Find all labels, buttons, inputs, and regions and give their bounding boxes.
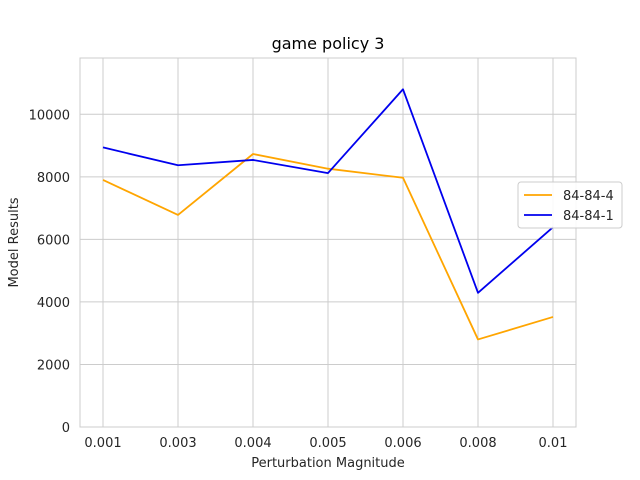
series-layer [102,88,554,341]
y-tick-label: 6000 [37,233,70,248]
series-line-84-84-4 [102,153,554,341]
legend-entry-label: 84-84-1 [563,209,614,224]
x-axis-label: Perturbation Magnitude [251,456,405,471]
legend: 84-84-4 84-84-1 [517,181,623,229]
x-tick-label: 0.004 [234,436,271,451]
y-tick-label: 4000 [37,296,70,311]
x-tick-label: 0.003 [159,436,196,451]
y-tick-label: 10000 [29,108,70,123]
chart-title: game policy 3 [272,34,385,53]
x-tick-label: 0.006 [384,436,421,451]
plot-border [79,57,577,428]
x-tick-label: 0.01 [539,436,568,451]
y-tick-labels: 0 2000 4000 6000 8000 10000 [29,108,70,436]
x-tick-label: 0.008 [459,436,496,451]
x-tick-label: 0.001 [84,436,121,451]
legend-box [517,181,623,229]
y-axis-label: Model Results [7,197,22,287]
x-tick-labels: 0.001 0.003 0.004 0.005 0.006 0.008 0.01 [84,436,567,451]
y-tick-label: 2000 [37,358,70,373]
y-tick-label: 8000 [37,171,70,186]
legend-entry-label: 84-84-4 [563,189,614,204]
x-tick-label: 0.005 [309,436,346,451]
series-line-84-84-1 [102,88,554,294]
y-tick-label: 0 [62,421,70,436]
